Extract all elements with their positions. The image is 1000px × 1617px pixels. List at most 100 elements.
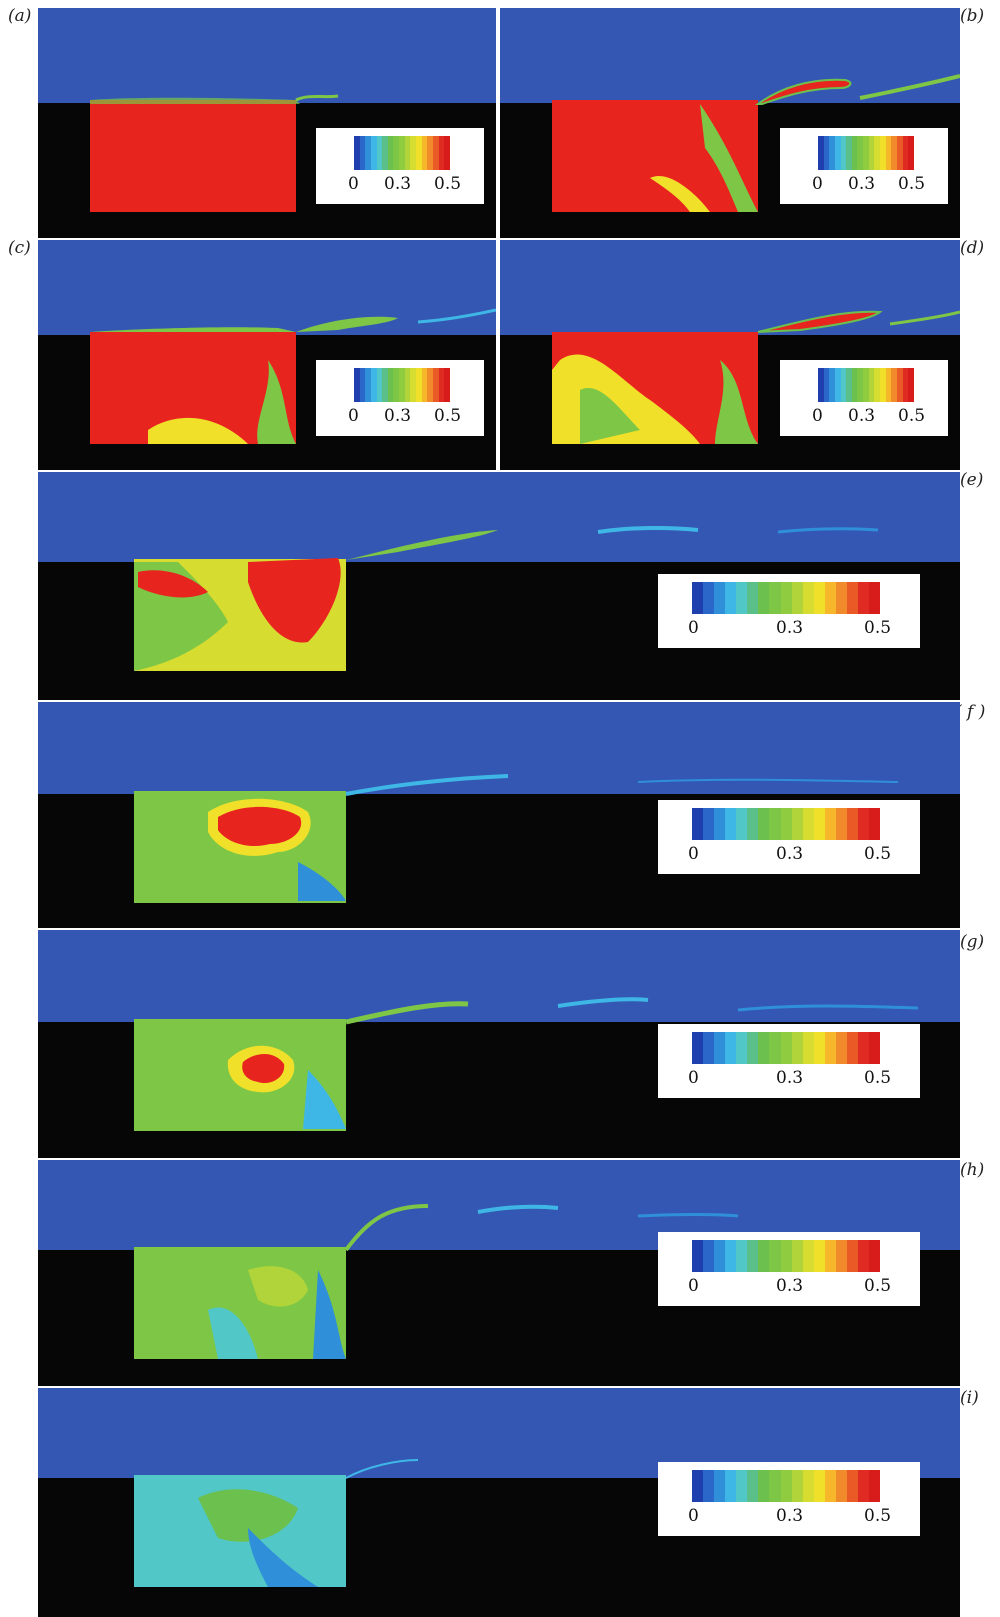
tick-min: 0 bbox=[348, 174, 359, 194]
colorbar-swatch bbox=[880, 136, 886, 170]
tick-min: 0 bbox=[688, 618, 699, 638]
legend-c: 0 0.3 0.5 bbox=[316, 360, 484, 436]
colorbar-swatch bbox=[846, 1470, 858, 1502]
colorbar-swatch bbox=[834, 136, 841, 170]
colorbar-swatch bbox=[427, 136, 433, 170]
colorbar-swatch bbox=[769, 1240, 781, 1272]
tick-max: 0.5 bbox=[864, 618, 892, 638]
contour-field-a bbox=[38, 8, 496, 212]
tick-mid: 0.3 bbox=[848, 174, 876, 194]
tick-min: 0 bbox=[348, 406, 359, 426]
panel-e: 0 0.3 0.5 bbox=[38, 472, 960, 700]
tick-max: 0.5 bbox=[864, 1068, 892, 1088]
tick-max: 0.5 bbox=[898, 406, 926, 426]
colorbar-swatch bbox=[869, 1240, 881, 1272]
colorbar-swatch bbox=[714, 1240, 726, 1272]
tick-mid: 0.3 bbox=[776, 1506, 804, 1526]
tick-min: 0 bbox=[812, 174, 823, 194]
colorbar bbox=[818, 136, 914, 170]
colorbar-swatch bbox=[780, 1470, 792, 1502]
colorbar-swatch bbox=[857, 136, 864, 170]
panel-g: 0 0.3 0.5 bbox=[38, 930, 960, 1158]
panel-label-b: (b) bbox=[960, 6, 985, 26]
colorbar-swatch bbox=[824, 808, 836, 840]
colorbar bbox=[692, 582, 881, 614]
colorbar-swatch bbox=[725, 808, 737, 840]
colorbar-swatch bbox=[365, 368, 371, 402]
colorbar-swatch bbox=[840, 368, 847, 402]
colorbar-swatch bbox=[703, 1032, 715, 1064]
colorbar-swatch bbox=[846, 1240, 858, 1272]
panel-b: 0 0.3 0.5 bbox=[500, 8, 960, 238]
colorbar-swatch bbox=[851, 368, 858, 402]
colorbar-swatch bbox=[769, 1032, 781, 1064]
colorbar-swatch bbox=[857, 808, 869, 840]
colorbar-swatch bbox=[725, 582, 737, 614]
colorbar-swatch bbox=[432, 368, 439, 402]
colorbar-swatch bbox=[846, 582, 858, 614]
panel-label-h: (h) bbox=[960, 1160, 985, 1180]
tick-max: 0.5 bbox=[864, 844, 892, 864]
colorbar-swatch bbox=[359, 368, 366, 402]
colorbar-swatch bbox=[432, 136, 439, 170]
colorbar-swatch bbox=[846, 136, 852, 170]
colorbar-swatch bbox=[714, 808, 726, 840]
colorbar-swatch bbox=[835, 1032, 847, 1064]
colorbar-swatch bbox=[736, 1240, 748, 1272]
colorbar-swatch bbox=[747, 1032, 759, 1064]
colorbar bbox=[692, 1032, 881, 1064]
panel-h: 0 0.3 0.5 bbox=[38, 1160, 960, 1386]
colorbar-swatch bbox=[736, 1032, 748, 1064]
panel-i: 0 0.3 0.5 bbox=[38, 1388, 960, 1617]
colorbar-swatch bbox=[365, 136, 371, 170]
colorbar-swatch bbox=[846, 368, 852, 402]
colorbar-swatch bbox=[802, 1032, 814, 1064]
colorbar-swatch bbox=[869, 582, 881, 614]
colorbar-swatch bbox=[813, 1032, 825, 1064]
colorbar-swatch bbox=[891, 136, 897, 170]
colorbar-swatch bbox=[823, 368, 830, 402]
colorbar-swatch bbox=[818, 136, 824, 170]
colorbar-swatch bbox=[438, 368, 445, 402]
colorbar-swatch bbox=[703, 808, 715, 840]
colorbar-swatch bbox=[736, 582, 748, 614]
colorbar-swatch bbox=[714, 582, 726, 614]
colorbar-swatch bbox=[421, 368, 428, 402]
panel-a: 0 0.3 0.5 bbox=[38, 8, 496, 238]
colorbar-swatch bbox=[857, 1470, 869, 1502]
colorbar-swatch bbox=[874, 136, 881, 170]
legend-d: 0 0.3 0.5 bbox=[780, 360, 948, 436]
colorbar-swatch bbox=[421, 136, 428, 170]
colorbar-swatch bbox=[902, 136, 909, 170]
colorbar-swatch bbox=[703, 1240, 715, 1272]
colorbar-swatch bbox=[747, 1470, 759, 1502]
tick-min: 0 bbox=[688, 844, 699, 864]
colorbar-swatch bbox=[869, 808, 881, 840]
colorbar-swatch bbox=[387, 368, 394, 402]
colorbar-swatch bbox=[376, 136, 383, 170]
colorbar-swatch bbox=[444, 136, 450, 170]
colorbar-swatch bbox=[840, 136, 847, 170]
colorbar-swatch bbox=[802, 1240, 814, 1272]
colorbar-swatch bbox=[780, 1032, 792, 1064]
colorbar-swatch bbox=[780, 1240, 792, 1272]
tick-max: 0.5 bbox=[434, 406, 462, 426]
panel-label-a: (a) bbox=[8, 6, 32, 26]
colorbar-swatch bbox=[692, 1240, 704, 1272]
colorbar-swatch bbox=[791, 808, 803, 840]
colorbar-swatch bbox=[427, 368, 433, 402]
tick-mid: 0.3 bbox=[776, 1068, 804, 1088]
colorbar-swatch bbox=[818, 368, 824, 402]
colorbar-swatch bbox=[410, 136, 417, 170]
colorbar-swatch bbox=[692, 1032, 704, 1064]
colorbar-swatch bbox=[835, 808, 847, 840]
colorbar-swatch bbox=[823, 136, 830, 170]
colorbar bbox=[692, 1470, 881, 1502]
colorbar-swatch bbox=[835, 582, 847, 614]
colorbar-swatch bbox=[404, 368, 411, 402]
tick-min: 0 bbox=[688, 1276, 699, 1296]
contour-field-i bbox=[38, 1388, 960, 1587]
contour-field-b bbox=[500, 8, 960, 212]
legend-f: 0 0.3 0.5 bbox=[658, 800, 920, 874]
colorbar-swatch bbox=[736, 1470, 748, 1502]
